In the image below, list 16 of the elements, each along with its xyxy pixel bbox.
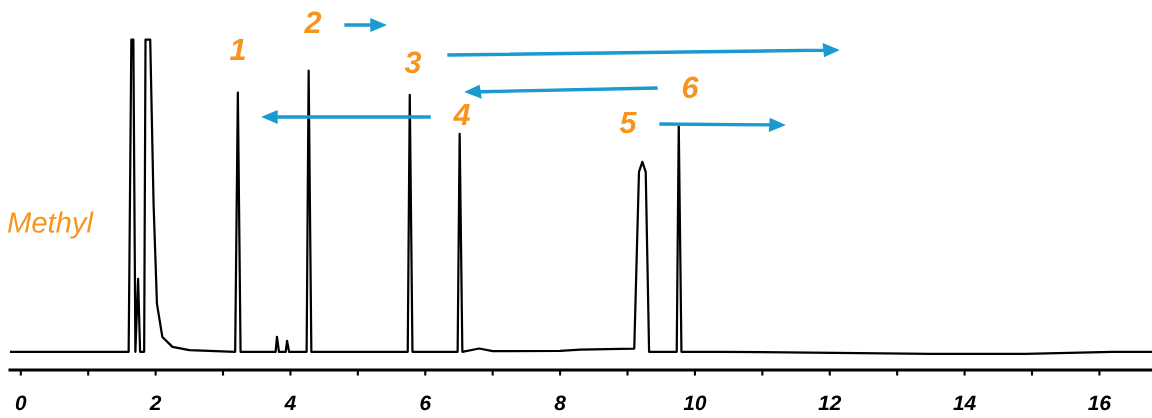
- annotation: 5: [619, 111, 637, 134]
- x-tick-label: 16: [1088, 395, 1112, 411]
- x-tick-label: 12: [818, 395, 842, 411]
- annotation: 6: [682, 76, 699, 99]
- x-tick-label: 4: [284, 395, 296, 411]
- x-tick-label: 0: [15, 395, 27, 411]
- x-tick-label: 10: [683, 395, 707, 411]
- x-tick-label: 8: [554, 395, 566, 411]
- annotation: 1: [230, 38, 245, 60]
- annotation: Methyl: [7, 211, 94, 239]
- annotation: 4: [453, 103, 470, 125]
- x-tick-label: 14: [953, 395, 976, 411]
- text: 2: [304, 11, 322, 33]
- x-tick-label: 2: [149, 395, 162, 411]
- annotation: 3: [404, 51, 422, 74]
- x-tick-label: 6: [420, 395, 432, 411]
